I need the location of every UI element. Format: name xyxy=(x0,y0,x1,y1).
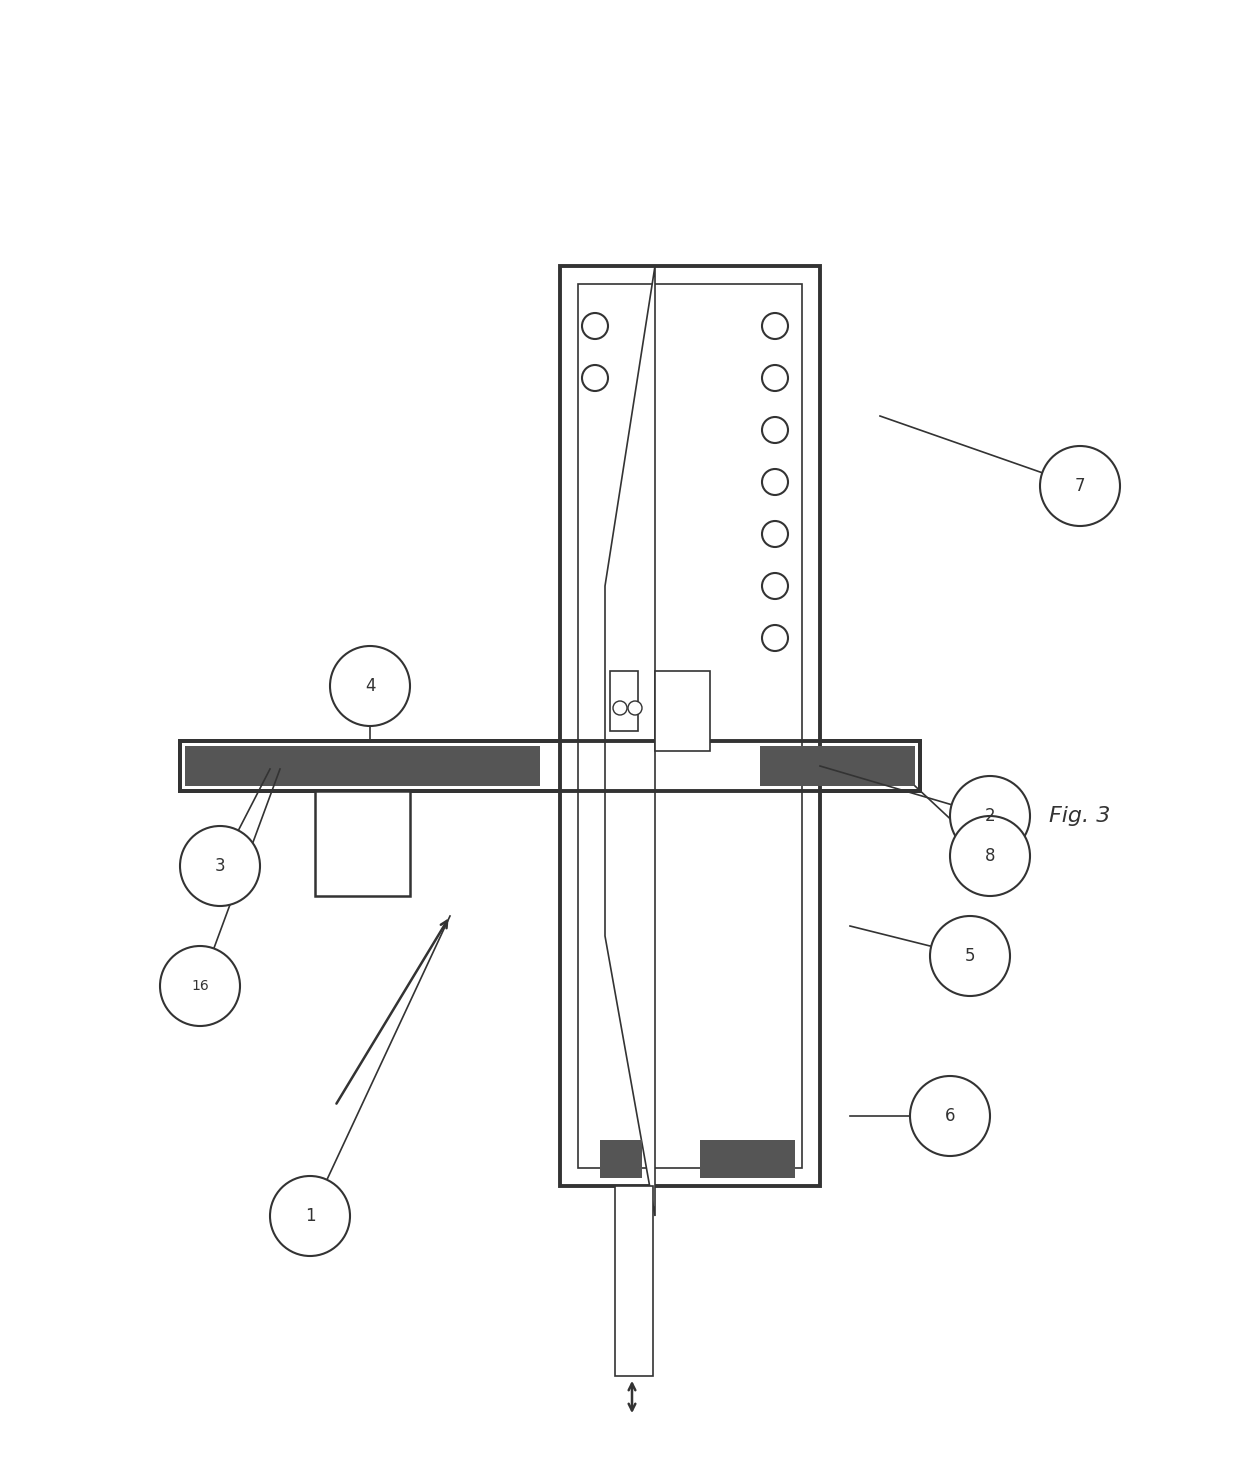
Circle shape xyxy=(270,1176,350,1256)
Text: Fig. 3: Fig. 3 xyxy=(1049,806,1111,825)
Bar xyxy=(180,740,920,792)
Bar xyxy=(610,671,639,732)
Text: 5: 5 xyxy=(965,947,975,965)
Text: 2: 2 xyxy=(985,806,996,825)
Bar xyxy=(760,746,915,786)
Text: 1: 1 xyxy=(305,1207,315,1226)
Bar xyxy=(180,740,920,792)
Circle shape xyxy=(763,416,787,443)
Circle shape xyxy=(582,314,608,339)
Bar xyxy=(600,1141,642,1179)
Text: 3: 3 xyxy=(215,858,226,875)
Circle shape xyxy=(950,817,1030,896)
Text: 6: 6 xyxy=(945,1107,955,1124)
Circle shape xyxy=(582,365,608,391)
Bar xyxy=(185,746,539,786)
Bar xyxy=(560,265,820,1186)
Bar xyxy=(315,792,410,896)
Circle shape xyxy=(910,1076,990,1157)
Bar xyxy=(615,1186,653,1377)
Polygon shape xyxy=(605,265,655,1215)
Circle shape xyxy=(763,573,787,600)
Circle shape xyxy=(763,314,787,339)
Circle shape xyxy=(1040,446,1120,526)
Text: 4: 4 xyxy=(365,677,376,695)
Circle shape xyxy=(930,916,1011,995)
Circle shape xyxy=(950,776,1030,856)
Bar xyxy=(578,284,802,1168)
Circle shape xyxy=(763,469,787,496)
Circle shape xyxy=(763,365,787,391)
Text: 7: 7 xyxy=(1075,476,1085,496)
Circle shape xyxy=(180,825,260,906)
Bar xyxy=(655,671,711,751)
Circle shape xyxy=(160,946,241,1026)
Circle shape xyxy=(763,520,787,547)
Circle shape xyxy=(613,701,627,715)
Circle shape xyxy=(330,647,410,726)
Circle shape xyxy=(627,701,642,715)
Text: 16: 16 xyxy=(191,979,208,992)
Text: 8: 8 xyxy=(985,847,996,865)
Bar xyxy=(701,1141,795,1179)
Circle shape xyxy=(763,625,787,651)
